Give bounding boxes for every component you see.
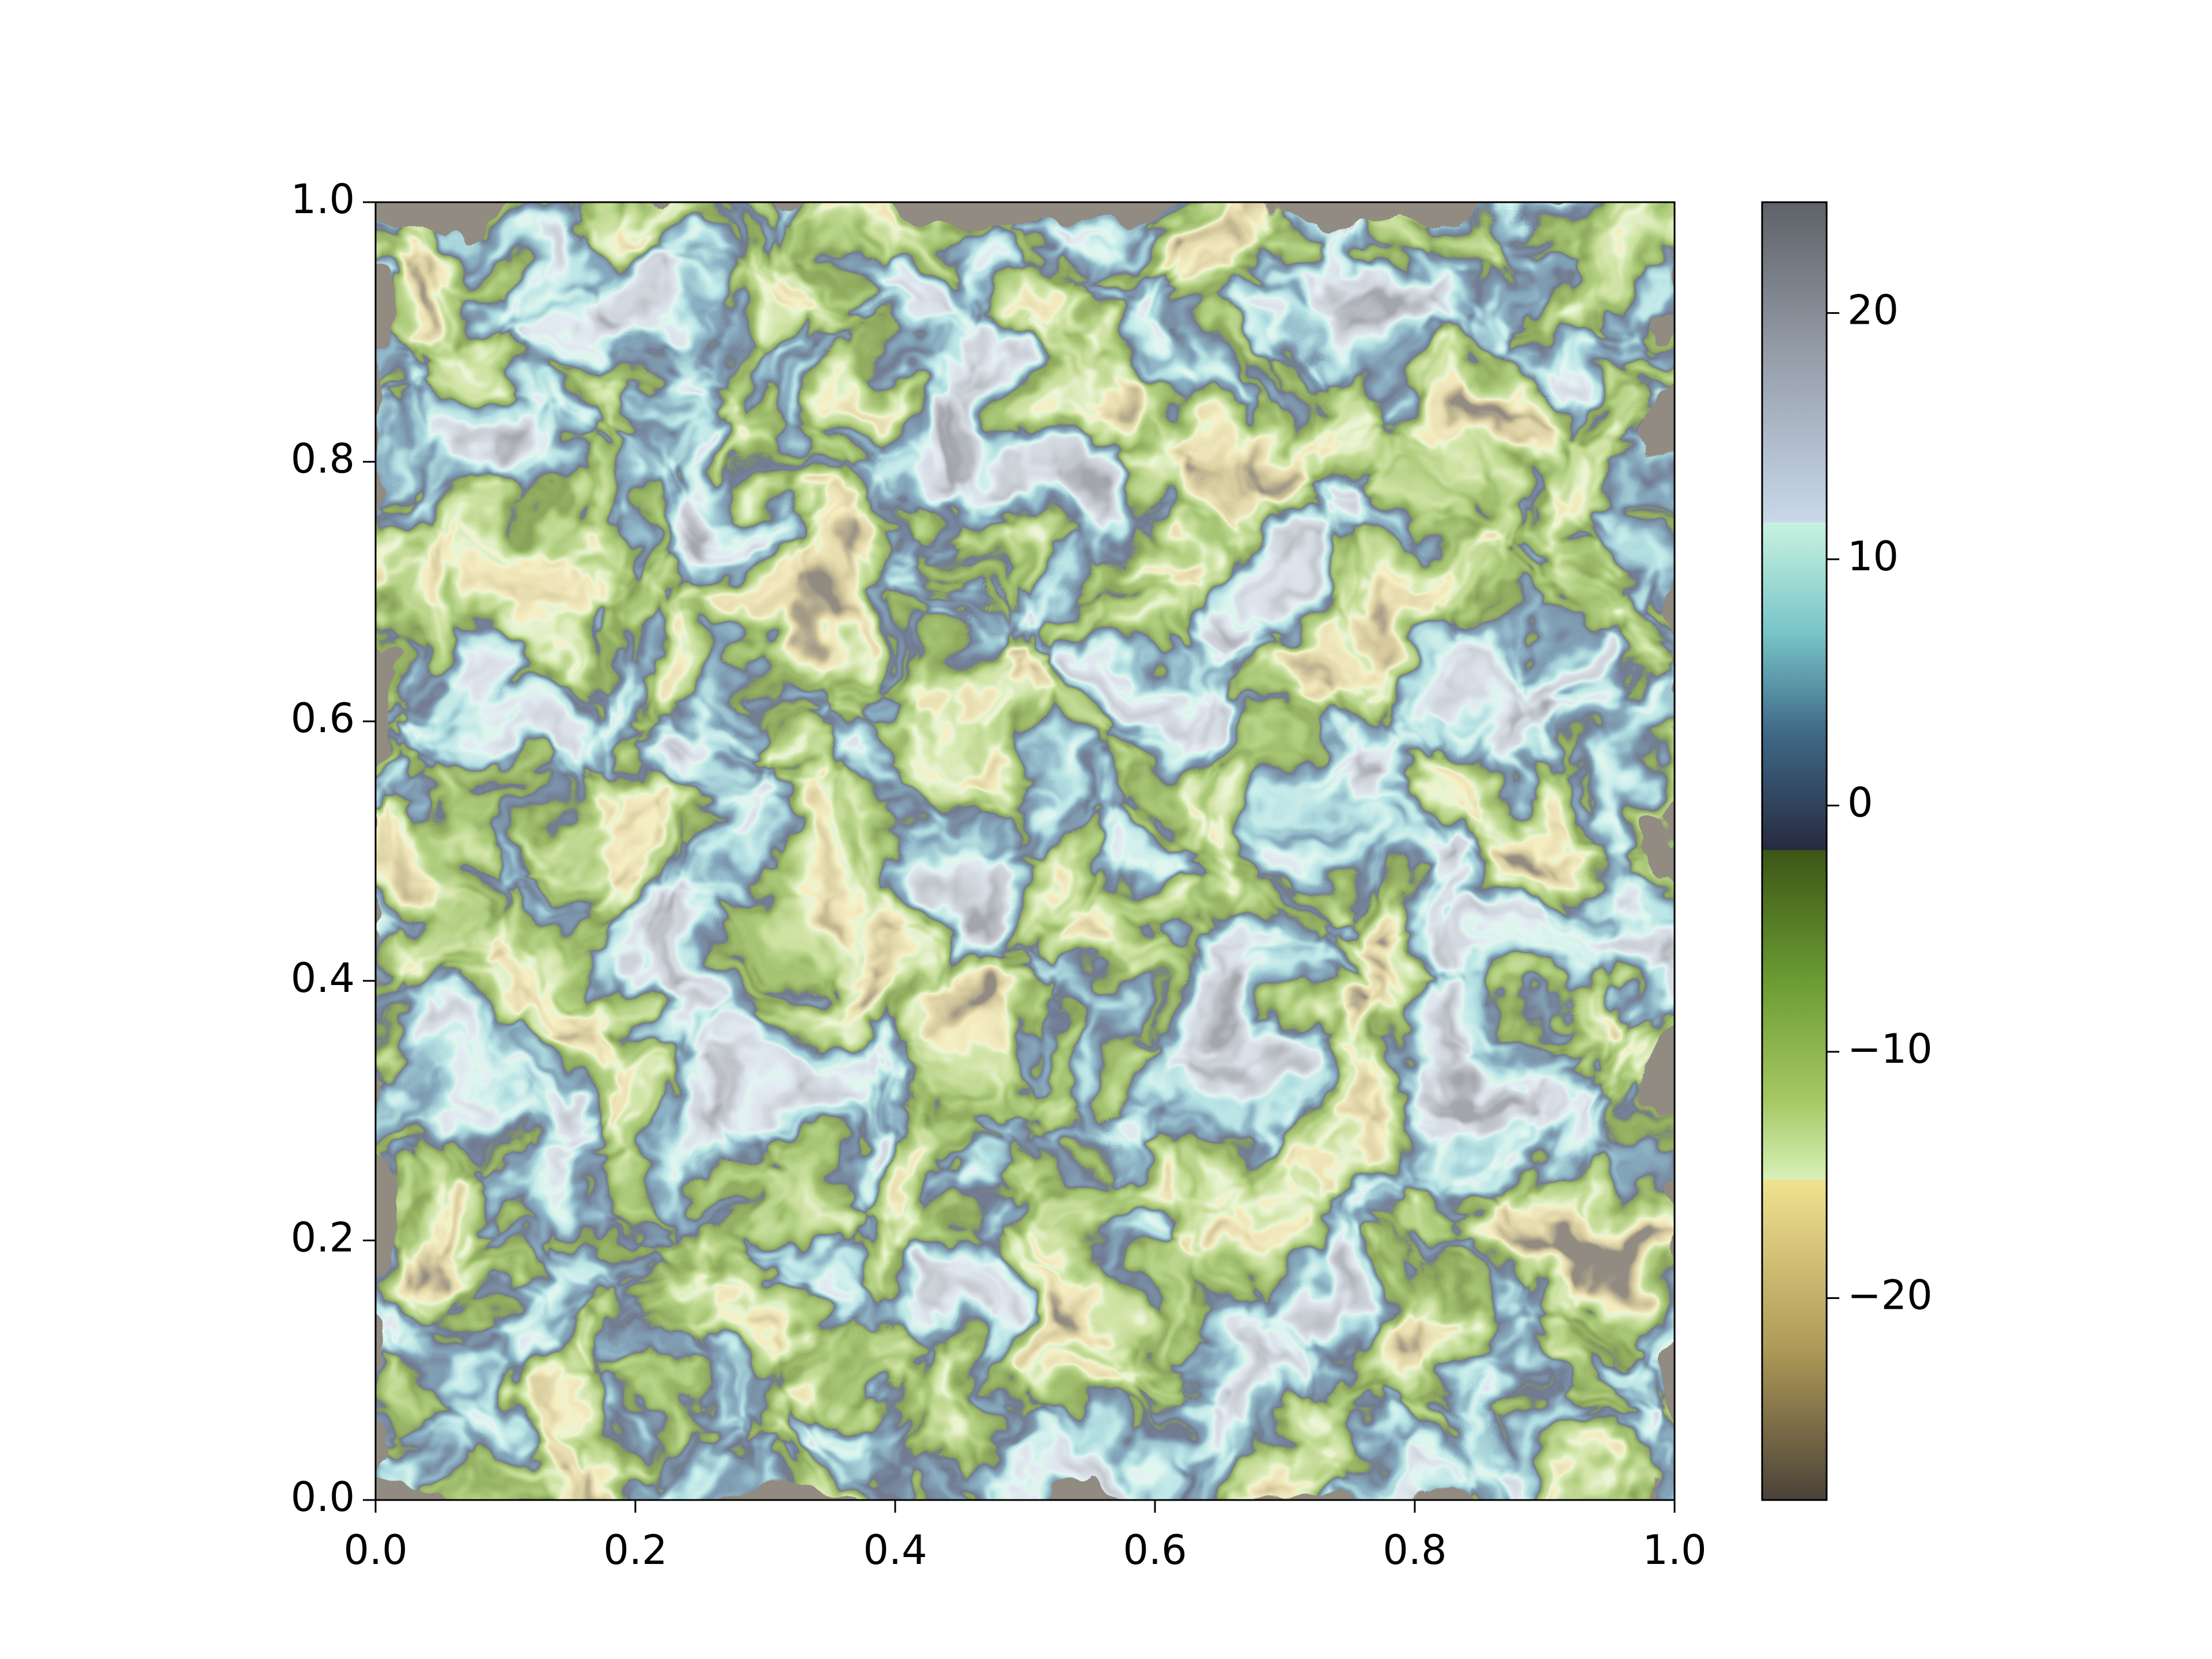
colorbar-tick-label: 0 <box>1847 779 1873 826</box>
y-tick-label: 0.2 <box>291 1214 355 1261</box>
x-tick-label: 1.0 <box>1642 1527 1706 1574</box>
colorbar <box>1761 201 1828 1501</box>
x-tick-label: 0.8 <box>1382 1527 1446 1574</box>
x-tick-label: 0.2 <box>603 1527 667 1574</box>
x-tick-label: 0.0 <box>343 1527 407 1574</box>
colorbar-tick-label: −20 <box>1847 1271 1933 1319</box>
x-tick-label: 0.6 <box>1123 1527 1187 1574</box>
y-tick-label: 0.0 <box>291 1474 355 1521</box>
y-tick-label: 1.0 <box>291 176 355 223</box>
y-tick-label: 0.4 <box>291 955 355 1002</box>
colorbar-tick-label: 10 <box>1847 533 1899 580</box>
y-tick-label: 0.8 <box>291 435 355 483</box>
x-tick-label: 0.4 <box>863 1527 927 1574</box>
y-tick-label: 0.6 <box>291 695 355 742</box>
field-image <box>376 202 1675 1500</box>
axes-frame <box>374 201 1676 1501</box>
colorbar-tick-label: −10 <box>1847 1025 1933 1073</box>
colorbar-tick-label: 20 <box>1847 286 1899 334</box>
